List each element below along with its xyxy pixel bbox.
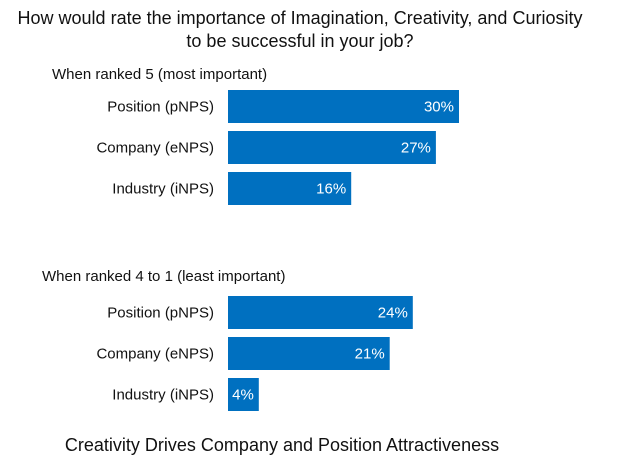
category-label: Industry (iNPS) [112,181,214,198]
bar [228,296,413,329]
bar [228,337,390,370]
bar-value-label: 30% [424,99,454,116]
category-label: Company (eNPS) [96,140,214,157]
category-label: Position (pNPS) [107,305,214,322]
bar-value-label: 21% [355,346,385,363]
group-label-1: When ranked 5 (most important) [52,66,267,83]
bar-value-label: 27% [401,140,431,157]
category-label: Company (eNPS) [96,346,214,363]
group-label-2: When ranked 4 to 1 (least important) [42,268,285,285]
chart-title-line-2: to be successful in your job? [186,31,413,51]
bar-value-label: 16% [316,181,346,198]
bar-value-label: 4% [232,387,254,404]
chart-title-line-1: How would rate the importance of Imagina… [18,8,583,28]
chart-footer: Creativity Drives Company and Position A… [65,435,499,455]
bar-value-label: 24% [378,305,408,322]
bar [228,131,436,164]
category-label: Industry (iNPS) [112,387,214,404]
bar [228,90,459,123]
bars: Position (pNPS) 30% Company (eNPS) 27% Indus… [96,90,459,411]
bar [228,378,259,411]
category-label: Position (pNPS) [107,99,214,116]
bar [228,172,352,205]
